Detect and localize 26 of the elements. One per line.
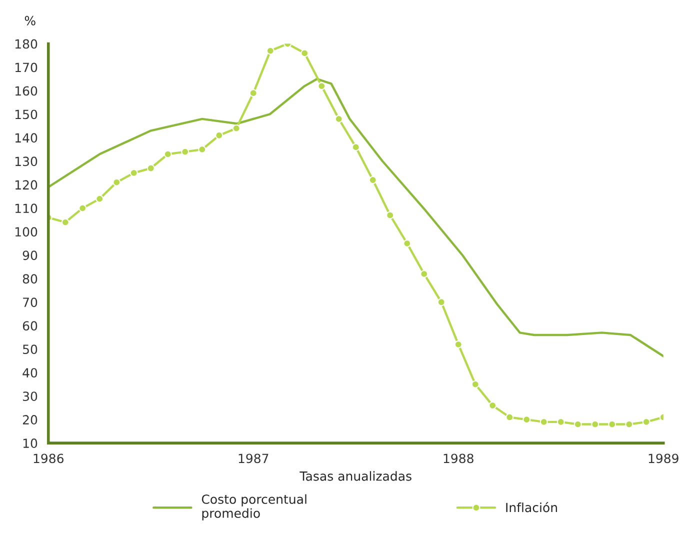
x-tick-label: 1989 xyxy=(648,454,678,464)
y-tick-label: 20 xyxy=(22,415,38,425)
x-tick-label: 1988 xyxy=(444,454,474,464)
y-tick-label: 110 xyxy=(15,204,38,214)
y-tick-label: 70 xyxy=(23,298,38,308)
x-axis-title: Tasas anualizadas xyxy=(300,471,412,481)
x-tick-label: 1986 xyxy=(34,454,64,464)
y-tick-label: 180 xyxy=(15,39,38,49)
y-tick-label: 90 xyxy=(22,250,38,260)
x-tick-label: 1987 xyxy=(238,454,268,464)
y-tick-label: 150 xyxy=(15,110,38,120)
y-tick-label: 10 xyxy=(23,438,38,448)
y-tick-label: 60 xyxy=(22,321,38,331)
legend-label: Inflación xyxy=(506,502,557,512)
y-tick-label: 160 xyxy=(15,86,38,96)
y-tick-label: 120 xyxy=(15,180,38,190)
y-tick-label: 100 xyxy=(15,227,38,237)
y-tick-label: 50 xyxy=(23,344,38,354)
y-axis-title: % xyxy=(24,16,36,26)
y-tick-label: 80 xyxy=(22,274,38,284)
y-tick-label: 170 xyxy=(15,62,38,72)
y-tick-label: 130 xyxy=(15,156,38,166)
y-tick-label: 40 xyxy=(22,368,38,378)
y-tick-label: 140 xyxy=(15,133,38,143)
y-tick-label: 30 xyxy=(23,392,38,402)
legend-label: Costo porcentual promedio xyxy=(202,494,306,520)
